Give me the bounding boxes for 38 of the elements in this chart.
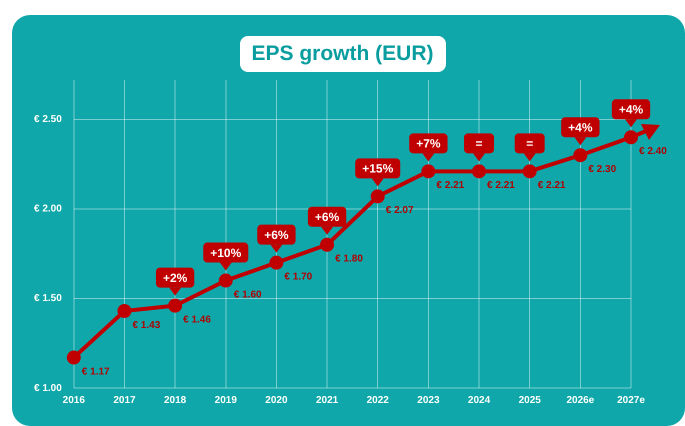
annotation: +6% xyxy=(314,210,340,224)
annotation: +4% xyxy=(568,120,593,135)
data-label: € 1.17 xyxy=(82,366,110,378)
annotation: = xyxy=(526,136,534,151)
y-tick-label: € 2.50 xyxy=(34,114,62,126)
data-label: € 2.30 xyxy=(588,164,617,175)
chart-title: EPS growth (EUR) xyxy=(240,36,446,72)
annotation: +6% xyxy=(264,228,289,242)
y-tick-label: € 2.00 xyxy=(34,204,62,215)
data-label: € 2.21 xyxy=(487,180,516,192)
data-label: € 2.40 xyxy=(639,146,668,158)
y-tick-label: € 1.50 xyxy=(34,293,62,304)
x-tick-label: 2024 xyxy=(468,394,491,406)
x-tick-label: 2017 xyxy=(113,394,136,406)
annotation: +4% xyxy=(618,102,644,117)
annotation: +2% xyxy=(162,270,188,285)
annotation: +15% xyxy=(362,162,394,176)
x-tick-label: 2023 xyxy=(417,394,440,406)
data-label: € 1.43 xyxy=(132,320,161,331)
annotation: = xyxy=(476,136,483,151)
x-tick-label: 2016 xyxy=(62,394,86,406)
x-tick-label: 2018 xyxy=(164,394,187,406)
x-tick-label: 2022 xyxy=(366,394,390,406)
x-tick-label: 2026e xyxy=(566,394,595,406)
data-label: € 1.60 xyxy=(234,289,262,300)
x-tick-label: 2020 xyxy=(265,394,288,406)
x-tick-label: 2019 xyxy=(214,394,238,406)
x-tick-label: 2027e xyxy=(617,394,646,406)
data-label: € 1.46 xyxy=(183,314,212,326)
y-tick-label: € 1.00 xyxy=(34,382,62,394)
data-label: € 2.21 xyxy=(436,180,465,192)
data-label: € 2.21 xyxy=(538,180,566,192)
data-label: € 1.70 xyxy=(284,271,313,282)
data-label: € 1.80 xyxy=(335,253,364,264)
x-tick-label: 2021 xyxy=(316,394,339,406)
annotation: +7% xyxy=(416,136,441,151)
x-tick-label: 2025 xyxy=(518,394,542,406)
annotation: +10% xyxy=(210,246,242,260)
